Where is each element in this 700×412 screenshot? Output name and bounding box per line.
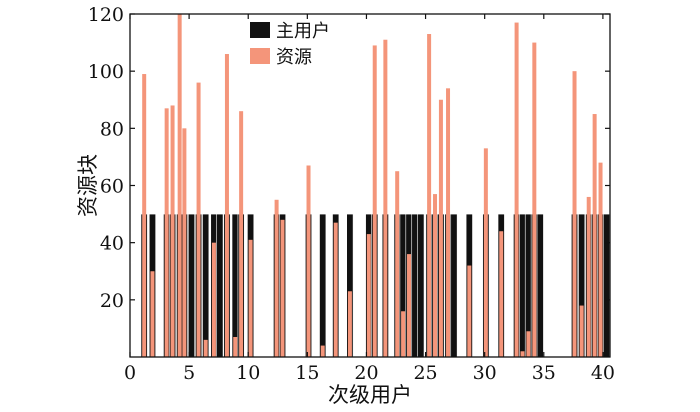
resource-bar-37 xyxy=(514,22,519,357)
resource-bar-19 xyxy=(333,222,338,357)
resource-bar-4 xyxy=(177,14,182,357)
resource-bar-26 xyxy=(407,254,412,357)
x-tick-label-30: 30 xyxy=(473,362,497,384)
resource-bar-29 xyxy=(427,34,432,357)
resource-bar-3 xyxy=(170,105,175,357)
resource-bar-34 xyxy=(467,265,472,357)
resource-bar-17 xyxy=(306,165,311,357)
primary-user-bar-10 xyxy=(216,213,224,358)
resource-bar-32 xyxy=(446,88,451,357)
resource-bar-44 xyxy=(586,196,591,357)
resource-bar-2 xyxy=(164,108,169,357)
resource-bar-30 xyxy=(433,194,438,357)
resource-bar-42 xyxy=(572,71,577,358)
resource-bar-8 xyxy=(203,339,208,357)
primary-user-bar-41 xyxy=(536,213,544,358)
resource-bar-5 xyxy=(182,128,187,357)
x-tick-label-5: 5 xyxy=(183,362,195,384)
primary-user-bar-38 xyxy=(519,213,527,358)
legend: 主用户 资源 xyxy=(250,21,330,68)
x-tick-label-0: 0 xyxy=(124,362,136,384)
resource-bar-46 xyxy=(598,162,603,357)
x-tick-label-25: 25 xyxy=(413,362,437,384)
primary-user-bar-8 xyxy=(202,213,210,358)
resource-bar-45 xyxy=(592,114,597,357)
resource-bars xyxy=(142,14,603,358)
resource-bar-36 xyxy=(499,231,504,357)
y-tick-label-100: 100 xyxy=(88,61,124,83)
primary-user-bar-27 xyxy=(411,213,419,358)
resource-bar-7 xyxy=(196,82,201,357)
x-tick-label-15: 15 xyxy=(295,362,319,384)
y-tick-label-20: 20 xyxy=(100,290,124,312)
y-tick-label-60: 60 xyxy=(100,176,124,198)
resource-bar-31 xyxy=(438,99,443,357)
x-tick-label-10: 10 xyxy=(236,362,260,384)
x-tick-label-35: 35 xyxy=(532,362,556,384)
resource-bar-39 xyxy=(526,331,531,357)
resource-bar-14 xyxy=(248,239,253,357)
legend-label-resource: 资源 xyxy=(276,47,312,68)
resource-bar-1 xyxy=(150,271,155,357)
primary-user-bar-47 xyxy=(602,213,610,358)
legend-swatch-resource xyxy=(250,48,270,64)
resource-bar-40 xyxy=(532,42,537,357)
primary-user-bar-28 xyxy=(417,213,425,358)
resource-bar-35 xyxy=(483,148,488,357)
resource-bar-0 xyxy=(142,74,147,357)
y-tick-label-120: 120 xyxy=(88,4,124,26)
x-axis-title: 次级用户 xyxy=(328,383,412,407)
resource-bar-12 xyxy=(233,336,238,357)
resource-bar-43 xyxy=(579,305,584,357)
resource-bar-24 xyxy=(395,171,400,357)
resource-bar-18 xyxy=(320,345,325,357)
y-axis-title: 资源块 xyxy=(76,154,100,217)
y-tick-label-80: 80 xyxy=(100,118,124,140)
primary-user-bar-6 xyxy=(187,213,195,358)
resource-bar-25 xyxy=(401,311,406,357)
legend-swatch-primary-user xyxy=(250,22,270,38)
x-tick-label-40: 40 xyxy=(591,362,615,384)
legend-label-primary-user: 主用户 xyxy=(276,21,330,42)
axis-ticks: 0 5 10 15 20 25 30 35 40 20 40 60 80 100 120 xyxy=(88,4,615,384)
resource-bar-16 xyxy=(280,219,285,357)
primary-user-bar-18 xyxy=(319,213,327,358)
x-tick-label-20: 20 xyxy=(354,362,378,384)
resource-bar-22 xyxy=(372,45,377,357)
resource-bar-23 xyxy=(383,39,388,357)
primary-user-bar-12 xyxy=(231,213,239,358)
resource-bar-13 xyxy=(239,111,244,358)
resource-bar-9 xyxy=(211,242,216,357)
resource-bar-21 xyxy=(366,234,371,357)
resource-bar-38 xyxy=(520,351,525,357)
resource-bar-11 xyxy=(224,54,229,358)
primary-user-bar-33 xyxy=(450,213,458,358)
resource-bar-15 xyxy=(274,199,279,357)
resource-bar-20 xyxy=(347,291,352,357)
y-tick-label-40: 40 xyxy=(100,233,124,255)
